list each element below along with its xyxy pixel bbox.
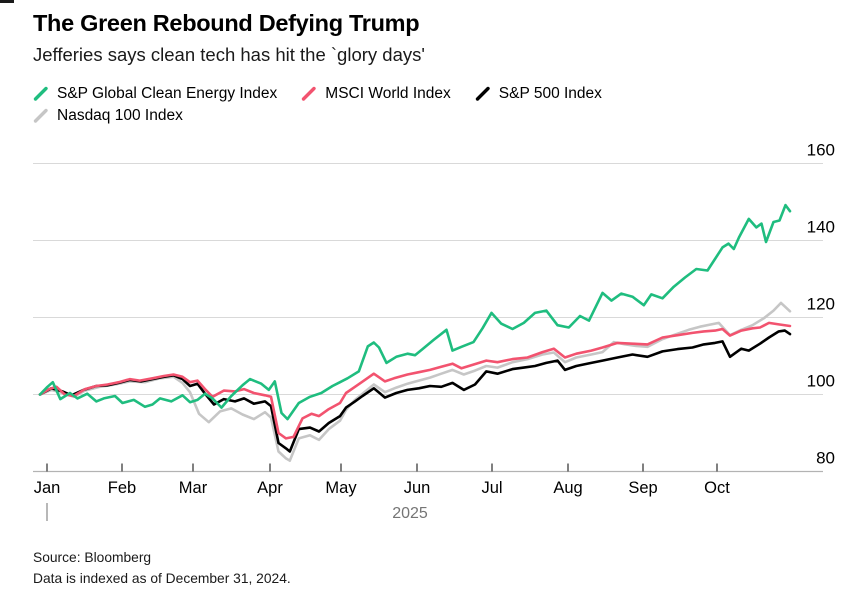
svg-text:Oct: Oct	[704, 479, 730, 497]
svg-text:Apr: Apr	[257, 479, 283, 497]
legend-row: S&P Global Clean Energy Index MSCI World …	[33, 83, 753, 105]
series-line	[38, 329, 792, 453]
series-line	[38, 203, 792, 421]
index-note: Data is indexed as of December 31, 2024.	[33, 571, 291, 586]
svg-text:Jul: Jul	[481, 479, 502, 497]
y-axis-labels: 80 100 120 140 160	[807, 141, 835, 468]
legend-item: Nasdaq 100 Index	[33, 107, 183, 125]
series-line	[38, 321, 792, 440]
svg-text:Jan: Jan	[34, 479, 61, 497]
svg-text:140: 140	[807, 218, 835, 237]
screen-edge-artifact	[0, 0, 14, 3]
series-line	[38, 301, 792, 463]
x-axis	[33, 463, 823, 473]
svg-text:Mar: Mar	[179, 479, 208, 497]
legend-label: MSCI World Index	[325, 85, 451, 102]
source-note: Source: Bloomberg	[33, 550, 152, 565]
page-title: The Green Rebound Defying Trump	[33, 10, 420, 36]
legend-swatch-icon	[475, 86, 490, 101]
x-axis-labels: Jan Feb Mar Apr May Jun Jul Aug Sep Oct	[34, 479, 731, 497]
svg-text:Jun: Jun	[404, 479, 431, 497]
legend-swatch-icon	[33, 86, 48, 101]
legend-item: MSCI World Index	[301, 85, 451, 103]
y-gridlines	[33, 163, 823, 395]
legend-label: Nasdaq 100 Index	[57, 107, 183, 124]
legend-swatch-icon	[33, 108, 48, 123]
svg-text:160: 160	[807, 141, 835, 160]
svg-text:120: 120	[807, 295, 835, 314]
year-label: 2025	[392, 505, 428, 522]
legend-row: Nasdaq 100 Index	[33, 105, 753, 127]
year-marker: 2025	[46, 503, 428, 522]
legend: S&P Global Clean Energy Index MSCI World …	[33, 83, 753, 127]
chart-subtitle: Jefferies says clean tech has hit the `g…	[33, 44, 425, 65]
svg-text:Feb: Feb	[108, 479, 136, 497]
svg-text:100: 100	[807, 372, 835, 391]
svg-text:80: 80	[816, 449, 835, 468]
svg-text:Sep: Sep	[628, 479, 657, 497]
legend-label: S&P 500 Index	[498, 85, 602, 102]
series-lines	[38, 203, 792, 463]
svg-text:Aug: Aug	[553, 479, 582, 497]
legend-item: S&P 500 Index	[475, 85, 602, 103]
svg-text:May: May	[325, 479, 357, 497]
legend-swatch-icon	[302, 86, 316, 101]
legend-item: S&P Global Clean Energy Index	[33, 85, 277, 103]
chart-footer: Source: Bloomberg Data is indexed as of …	[33, 547, 291, 589]
legend-label: S&P Global Clean Energy Index	[57, 85, 278, 102]
